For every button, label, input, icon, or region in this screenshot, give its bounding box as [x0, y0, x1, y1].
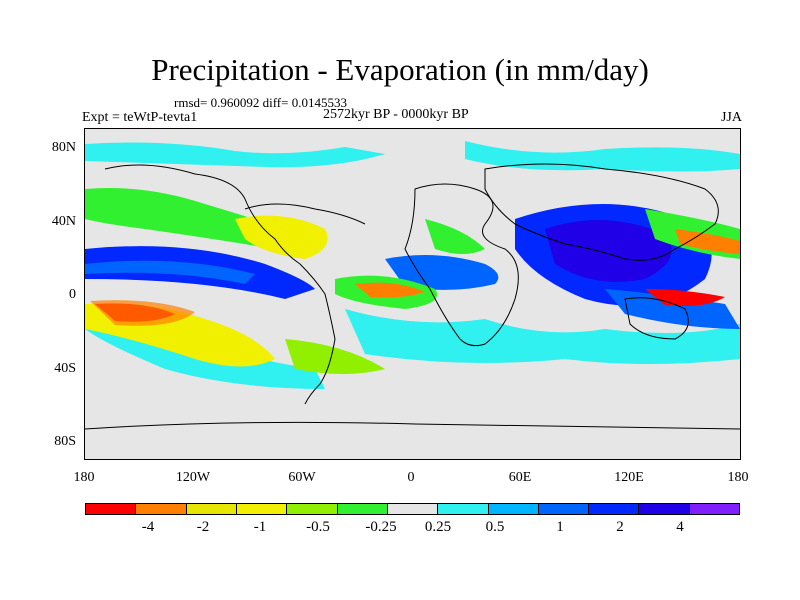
colorbar-swatch [236, 504, 288, 514]
negative-field-patches [85, 188, 740, 374]
colorbar-swatch [186, 504, 237, 514]
colorbar-swatch [387, 504, 439, 514]
colorbar-label: 0.25 [424, 519, 452, 535]
x-tick-label: 60E [508, 470, 532, 485]
colorbar-swatch [136, 504, 187, 514]
precip-evap-field [85, 141, 740, 430]
y-tick-label: 40S [54, 361, 76, 376]
colorbar-label: -0.25 [365, 519, 397, 535]
stats-text: rmsd= 0.960092 diff= 0.0145533 [174, 95, 347, 110]
colorbar-swatch [488, 504, 539, 514]
colorbar-label: 2 [616, 519, 624, 535]
x-tick-label: 180 [727, 470, 749, 485]
colorbar-swatch [438, 504, 489, 514]
y-tick-label: 80S [54, 434, 76, 449]
colorbar-swatch [287, 504, 338, 514]
y-tick-label: 40N [51, 214, 76, 229]
x-tick-label: 60W [288, 470, 316, 485]
period-label: 2572kyr BP - 0000kyr BP [323, 107, 469, 122]
colorbar [85, 503, 740, 515]
colorbar-swatch [538, 504, 590, 514]
colorbar-label: -4 [141, 519, 155, 535]
colorbar-label: 1 [556, 519, 564, 535]
experiment-label: Expt = teWtP-tevta1 [82, 110, 198, 125]
colorbar-swatch [589, 504, 640, 514]
x-tick-label: 120E [614, 470, 644, 485]
y-tick-label: 0 [69, 287, 76, 302]
colorbar-swatch [337, 504, 388, 514]
y-tick-label: 80N [51, 140, 76, 155]
x-tick-label: 0 [407, 470, 415, 485]
season-label: JJA [720, 110, 742, 125]
colorbar-swatch [86, 504, 137, 514]
coastlines [85, 163, 740, 430]
colorbar-swatch [639, 504, 690, 514]
colorbar-swatch [689, 504, 740, 514]
x-tick-label: 120W [175, 470, 211, 485]
colorbar-label: -2 [196, 519, 210, 535]
colorbar-label: -1 [253, 519, 267, 535]
colorbar-label: 4 [676, 519, 684, 535]
colorbar-label: 0.5 [485, 519, 505, 535]
map-panel [84, 128, 741, 460]
plot-title: Precipitation - Evaporation (in mm/day) [151, 52, 649, 87]
colorbar-label: -0.5 [306, 519, 330, 535]
x-tick-label: 180 [73, 470, 95, 485]
